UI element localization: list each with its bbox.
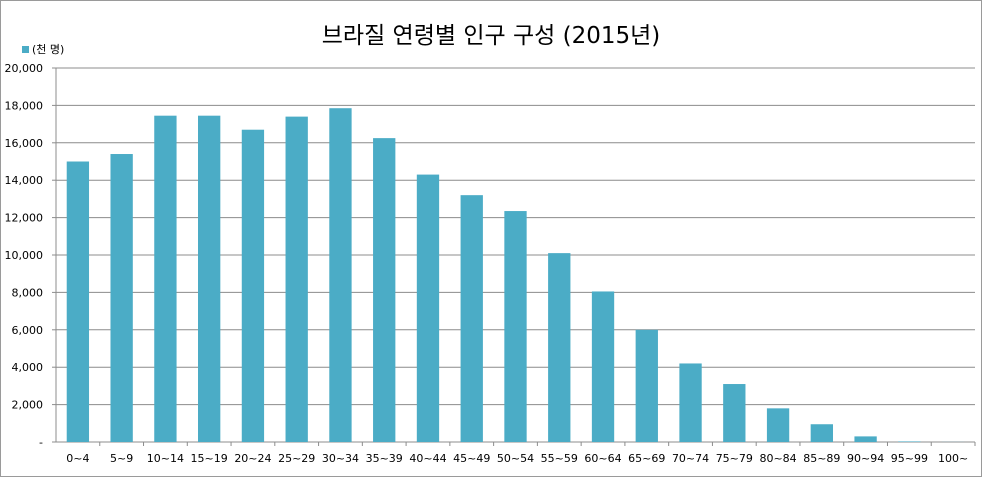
x-tick-label: 20~24 (234, 452, 271, 465)
chart-title: 브라질 연령별 인구 구성 (2015년) (321, 23, 661, 49)
bar (591, 291, 615, 442)
x-tick-label: 5~9 (110, 452, 133, 465)
y-tick-label: 20,000 (5, 62, 44, 75)
x-tick-label: 15~19 (191, 452, 228, 465)
x-tick-label: 80~84 (759, 452, 796, 465)
bar (810, 424, 833, 442)
x-tick-label: 95~99 (891, 452, 928, 465)
bar (285, 116, 308, 443)
y-tick-label: 18,000 (5, 99, 44, 112)
y-tick-label: 8,000 (12, 286, 44, 299)
x-tick-label: 55~59 (541, 452, 578, 465)
x-tick-label: 40~44 (409, 452, 446, 465)
x-tick-label: 10~14 (147, 452, 184, 465)
y-tick-label: 10,000 (5, 249, 44, 262)
x-tick-label: 90~94 (847, 452, 884, 465)
y-tick-label: 6,000 (12, 324, 44, 337)
bar (329, 108, 352, 442)
x-tick-label: 0~4 (66, 452, 89, 465)
bar (198, 115, 221, 442)
legend-label: (천 명) (32, 43, 65, 56)
bar (766, 408, 790, 442)
x-tick-label: 25~29 (278, 452, 315, 465)
y-tick-label: 2,000 (12, 399, 44, 412)
bar (154, 115, 177, 442)
y-tick-label: 16,000 (5, 137, 44, 150)
bar (504, 211, 527, 442)
legend: (천 명) (22, 41, 64, 57)
x-tick-label: 35~39 (366, 452, 403, 465)
bar (373, 138, 396, 442)
bar (854, 436, 877, 442)
x-tick-label: 50~54 (497, 452, 534, 465)
bar (679, 363, 702, 442)
x-tick-label: 60~64 (584, 452, 621, 465)
x-tick-label: 75~79 (716, 452, 753, 465)
x-tick-label: 65~69 (628, 452, 665, 465)
bar (110, 154, 133, 442)
x-tick-label: 85~89 (803, 452, 840, 465)
y-tick-label: 12,000 (5, 212, 44, 225)
x-tick-label: 30~34 (322, 452, 359, 465)
bar (898, 441, 921, 442)
x-tick-label: 45~49 (453, 452, 490, 465)
bar (548, 253, 571, 442)
bar (723, 384, 746, 442)
legend-swatch (22, 45, 29, 53)
x-tick-label: 70~74 (672, 452, 709, 465)
y-tick-label: - (39, 436, 43, 449)
bar (241, 129, 265, 442)
x-tick-label: 100~ (938, 452, 968, 465)
bar (635, 329, 658, 442)
y-tick-label: 14,000 (5, 174, 44, 187)
bar (460, 195, 483, 442)
bar (416, 174, 440, 442)
y-tick-label: 4,000 (12, 361, 44, 374)
bar (66, 161, 90, 442)
